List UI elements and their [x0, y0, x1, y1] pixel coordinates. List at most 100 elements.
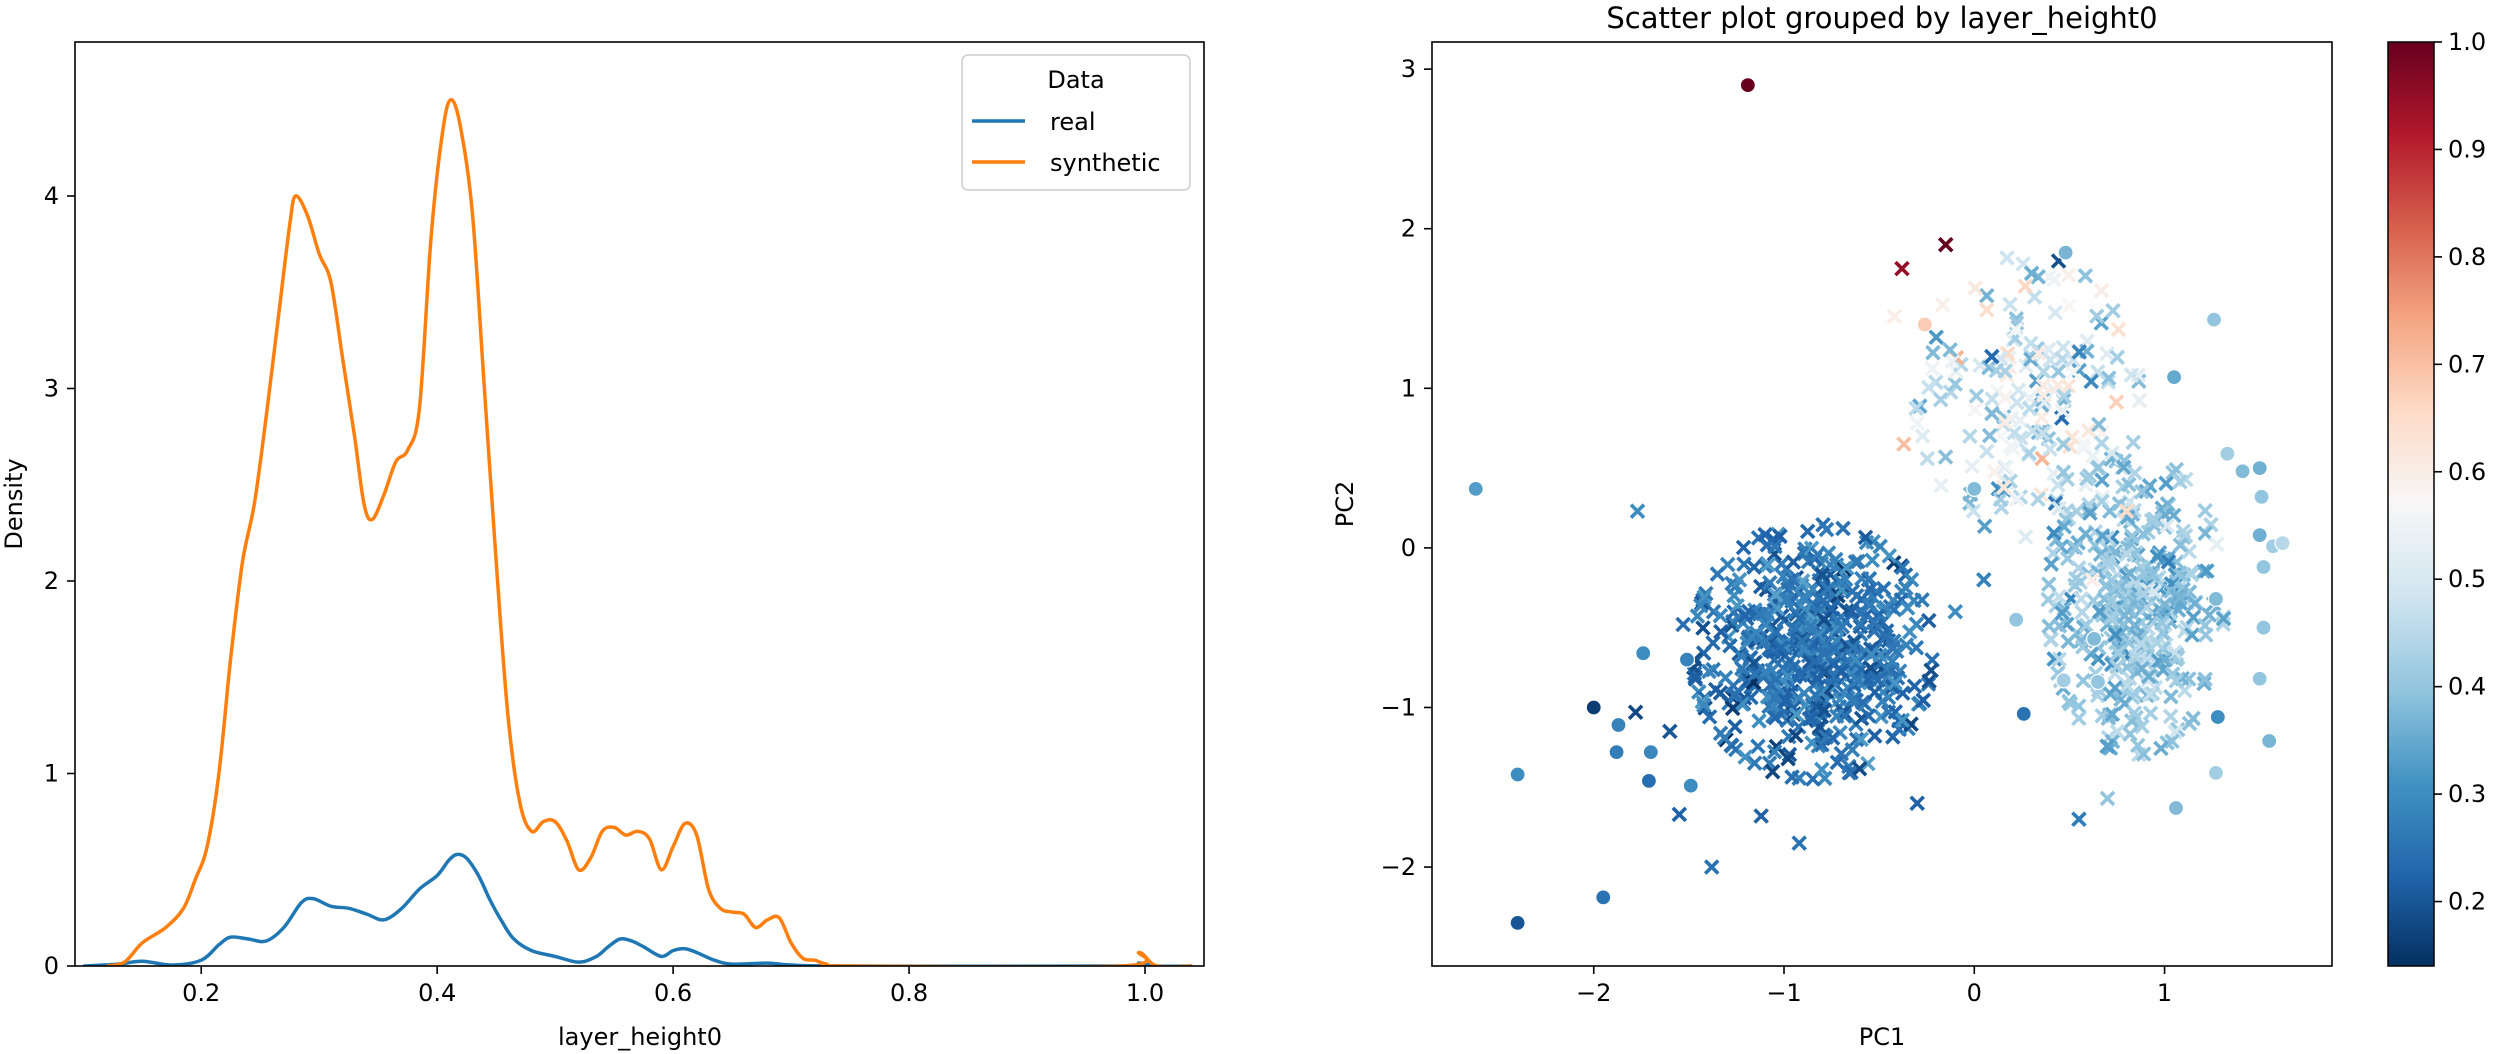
colorbar-ticks: 0.2 0.3 0.4 0.5 0.6 0.7 0.8 0.9 1.0 [2434, 28, 2486, 916]
scatter-point-synthetic [1814, 761, 1830, 778]
scatter-point-synthetic [2056, 388, 2072, 405]
scatter-point-synthetic [1861, 597, 1878, 614]
scatter-point-synthetic [1986, 463, 2003, 480]
scatter-point-synthetic [2061, 298, 2077, 314]
kde-x-axis-label: layer_height0 [558, 1023, 722, 1051]
scatter-point-synthetic [1761, 755, 1778, 771]
scatter-point-synthetic [1967, 280, 1984, 296]
kde-y-tick-label: 4 [44, 182, 59, 210]
scatter-point-synthetic [1992, 491, 2009, 508]
scatter-point-synthetic [1924, 360, 1941, 377]
scatter-point-synthetic [1794, 633, 1811, 649]
scatter-point-synthetic [2109, 658, 2125, 675]
scatter-point-real [1642, 744, 1659, 761]
kde-x-tick-label: 1.0 [1126, 979, 1164, 1007]
scatter-point-synthetic [2141, 668, 2157, 685]
scatter-point-synthetic [2094, 528, 2111, 544]
scatter-point-synthetic [1671, 806, 1688, 823]
scatter-y-tick-label: −1 [1381, 693, 1416, 721]
scatter-point-synthetic [1818, 521, 1835, 538]
scatter-point-synthetic [2153, 740, 2169, 757]
scatter-point-real [2205, 311, 2223, 328]
scatter-point-synthetic [1984, 348, 2000, 365]
scatter-point-synthetic [2073, 591, 2089, 607]
scatter-point-synthetic [1964, 458, 1980, 475]
scatter-point-synthetic [1925, 344, 1941, 361]
scatter-point-synthetic [1793, 577, 1810, 594]
colorbar-tick-label: 0.5 [2448, 565, 2486, 593]
scatter-point-synthetic [2134, 484, 2150, 500]
scatter-point-synthetic [1709, 566, 1726, 582]
scatter-point-synthetic [2111, 640, 2127, 656]
scatter-point-synthetic [2201, 607, 2218, 623]
scatter-point-synthetic [1757, 617, 1774, 633]
scatter-point-synthetic [1814, 736, 1830, 753]
scatter-point-synthetic [1791, 835, 1808, 851]
scatter-point-synthetic [1968, 388, 1985, 404]
scatter-point-real [2255, 558, 2272, 576]
scatter-point-synthetic [2094, 493, 2110, 510]
scatter-point-synthetic [2158, 475, 2174, 492]
scatter-point-synthetic [2054, 402, 2071, 419]
scatter-point-synthetic [1722, 637, 1738, 654]
kde-x-tick-label: 0.8 [890, 979, 928, 1007]
scatter-point-synthetic [1947, 603, 1964, 620]
scatter-point-synthetic [1841, 765, 1858, 781]
scatter-point-synthetic [1887, 675, 1903, 691]
scatter-point-synthetic [1976, 572, 1992, 588]
kde-x-tick-label: 0.4 [418, 979, 456, 1007]
scatter-point-synthetic [1696, 697, 1712, 714]
scatter-point-synthetic [1751, 713, 1767, 729]
scatter-point-real [2274, 534, 2291, 552]
scatter-point-real [1682, 777, 1699, 794]
scatter-point-synthetic [1833, 745, 1850, 762]
scatter-point-synthetic [1757, 663, 1774, 680]
scatter-point-synthetic [2017, 278, 2033, 294]
scatter-point-synthetic [1788, 727, 1804, 744]
scatter-point-synthetic [1773, 639, 1789, 656]
scatter-point-synthetic [1734, 660, 1750, 677]
scatter-point-synthetic [2184, 627, 2200, 643]
scatter-point-synthetic [2144, 566, 2161, 583]
scatter-points-group [1467, 76, 2291, 932]
scatter-point-synthetic [1914, 428, 1931, 444]
scatter-x-tick-label: 1 [2157, 979, 2172, 1007]
scatter-x-tick-label: −1 [1766, 979, 1801, 1007]
scatter-point-synthetic [2056, 518, 2072, 535]
scatter-point-synthetic [2075, 435, 2092, 452]
scatter-point-synthetic [1894, 260, 1910, 277]
scatter-point-synthetic [2050, 477, 2066, 493]
scatter-point-synthetic [1747, 666, 1763, 682]
scatter-point-synthetic [1998, 459, 2015, 476]
scatter-point-synthetic [1703, 859, 1720, 875]
scatter-point-synthetic [1737, 607, 1753, 624]
scatter-point-synthetic [2109, 723, 2126, 740]
scatter-point-synthetic [1692, 597, 1709, 614]
scatter-point-synthetic [1844, 742, 1861, 758]
scatter-point-real [1467, 480, 1484, 497]
scatter-point-synthetic [1757, 526, 1773, 543]
scatter-point-synthetic [2126, 705, 2143, 721]
scatter-point-synthetic [1696, 589, 1712, 605]
scatter-point-synthetic [2127, 465, 2143, 481]
scatter-point-synthetic [2021, 400, 2038, 417]
scatter-point-synthetic [1727, 579, 1743, 595]
scatter-y-tick-label: 3 [1401, 55, 1416, 83]
scatter-point-synthetic [1942, 342, 1958, 358]
scatter-y-tick-label: −2 [1381, 853, 1416, 881]
scatter-point-synthetic [1768, 671, 1785, 688]
scatter-point-synthetic [1824, 730, 1841, 746]
kde-y-ticks: 0 1 2 3 4 [44, 182, 75, 980]
scatter-point-synthetic [2041, 576, 2057, 592]
scatter-point-synthetic [1784, 769, 1800, 785]
scatter-point-synthetic [2099, 554, 2115, 570]
scatter-point-synthetic [1762, 575, 1778, 591]
kde-axes-frame [74, 41, 1205, 967]
scatter-point-synthetic [2080, 422, 2097, 439]
scatter-point-real [2209, 708, 2226, 726]
scatter-point-synthetic [1870, 672, 1886, 688]
scatter-point-synthetic [1802, 710, 1819, 727]
scatter-point-real [1608, 744, 1625, 761]
scatter-point-synthetic [2050, 377, 2067, 394]
scatter-point-synthetic [2127, 648, 2144, 665]
